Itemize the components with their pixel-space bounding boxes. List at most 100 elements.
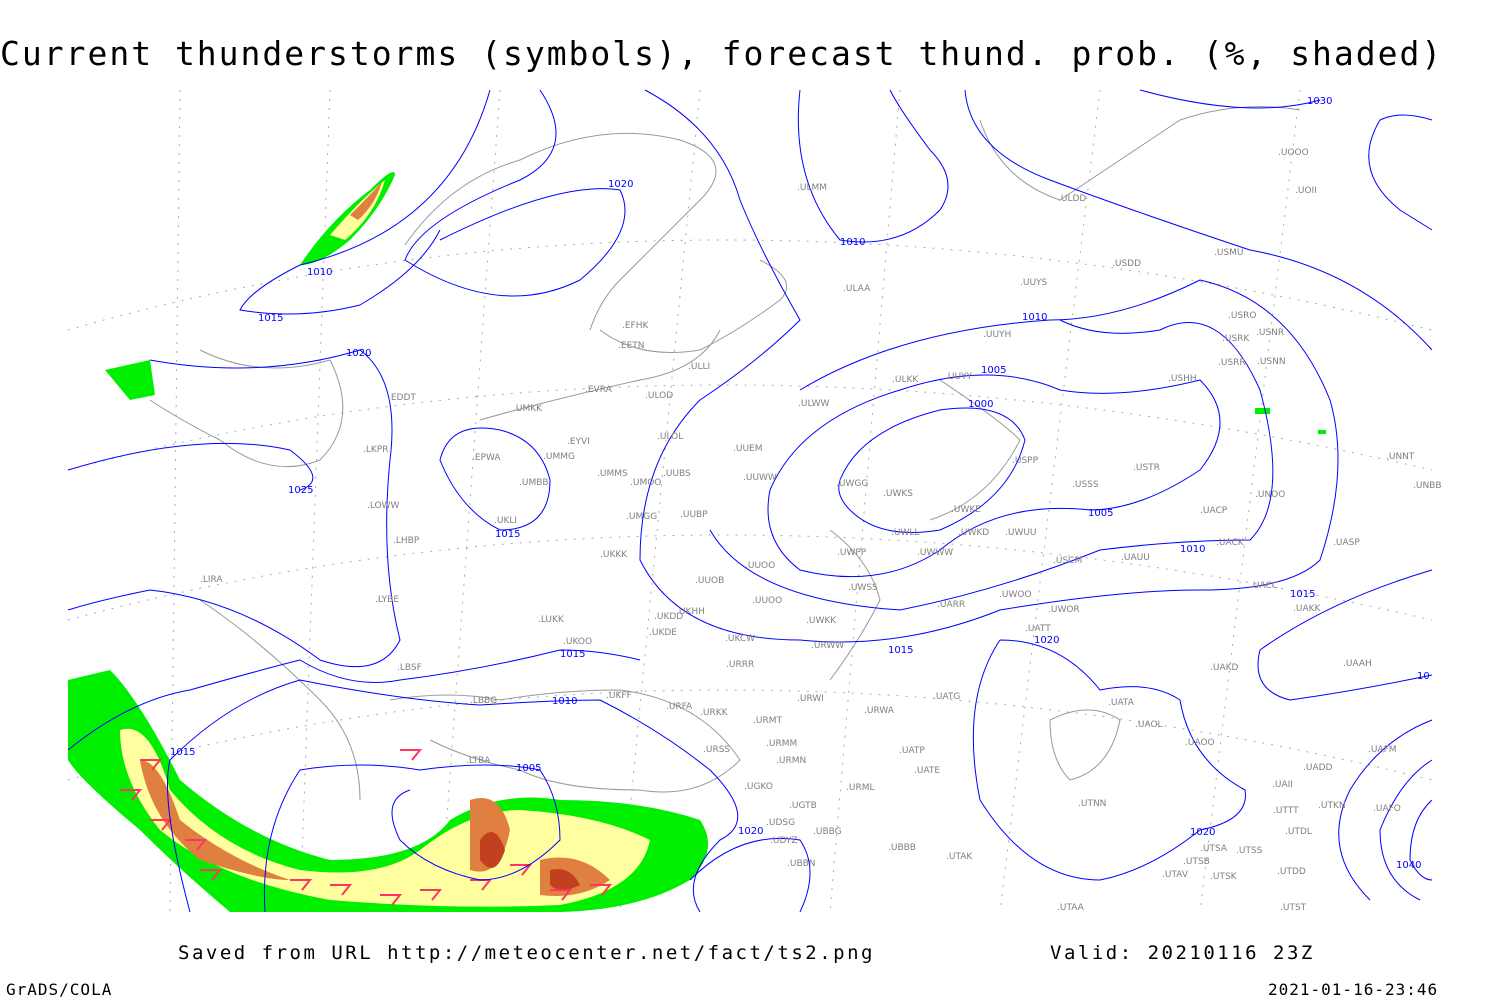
station-label: .URMT (753, 716, 782, 726)
isobar-label: 1005 (516, 763, 541, 774)
station-label: .UKHH (676, 607, 705, 617)
station-label: .UTDL (1285, 827, 1312, 837)
station-label: .UTKN (1318, 801, 1346, 811)
station-label: .UAUU (1121, 553, 1150, 563)
map-title: Current thunderstorms (symbols), forecas… (0, 34, 1444, 73)
station-label: .ULMM (797, 183, 827, 193)
station-label: .UTSB (1183, 857, 1210, 867)
station-label: .ULOD (645, 391, 673, 401)
station-label: .UTAV (1162, 870, 1189, 880)
station-label: .LHBP (393, 536, 420, 546)
station-label: .UGKO (744, 782, 773, 792)
isobar-label: 1015 (258, 313, 283, 324)
isobar-label: 1020 (608, 179, 633, 190)
station-label: .EPWA (472, 453, 501, 463)
isobar-label: 1010 (1022, 312, 1047, 323)
station-label: .USSS (1072, 480, 1099, 490)
station-label: .UMMG (543, 452, 575, 462)
station-label: .UWPP (837, 548, 867, 558)
station-label: .UBBG (813, 827, 842, 837)
valid-time-text: Valid: 20210116 23Z (1050, 942, 1315, 964)
station-label: .LBSF (397, 663, 422, 673)
station-label: .LOWW (367, 501, 400, 511)
station-label: .LUKK (538, 615, 565, 625)
station-label: .UDSG (766, 818, 795, 828)
station-label: .UWUU (1005, 528, 1037, 538)
station-label: .UWLL (891, 528, 919, 538)
station-label: .UTTT (1273, 806, 1299, 816)
station-label: .USMU (1214, 248, 1244, 258)
station-label: .UOOO (1278, 148, 1309, 158)
station-label: .LYBE (375, 595, 399, 605)
station-label: .EFHK (622, 321, 649, 331)
station-label: .UARR (937, 600, 965, 610)
coastlines (149, 106, 1301, 801)
station-label: .UKLI (494, 516, 517, 526)
station-label: .UMKK (513, 404, 543, 414)
station-label: .LTBA (466, 756, 491, 766)
station-label: .UWKS (883, 489, 913, 499)
station-label: .UAOL (1135, 720, 1163, 730)
station-label: .UKKK (600, 550, 628, 560)
station-label: .UWKK (806, 616, 837, 626)
station-label: .UACP (1200, 506, 1228, 516)
isobar-label: 1030 (1307, 96, 1332, 107)
isobar-label: 1005 (981, 365, 1006, 376)
station-label: .URWA (864, 706, 895, 716)
station-label: .UACK (1216, 538, 1245, 548)
station-label: .UWKE (951, 505, 981, 515)
isobar-label: 1015 (888, 645, 913, 656)
station-labels: .EFHK .EETN .EVRA .ULOD .ULLI .UMKK .EYVI .UMMG… (200, 148, 1442, 913)
station-label: .UASP (1333, 538, 1360, 548)
station-label: .UKDE (649, 628, 677, 638)
thunderstorm-symbols (120, 749, 613, 906)
isobar-label: 1015 (1290, 589, 1315, 600)
station-label: .UNNT (1386, 452, 1415, 462)
station-label: .UWGG (836, 479, 868, 489)
station-label: .UNOO (1255, 490, 1285, 500)
station-label: .UUOO (745, 561, 775, 571)
station-label: .UATA (1108, 698, 1135, 708)
station-label: .EETN (618, 341, 644, 351)
station-label: .ULLI (688, 362, 710, 372)
isobar-label: 1010 (840, 237, 865, 248)
station-label: .UAII (1272, 780, 1293, 790)
station-label: .UATE (914, 766, 940, 776)
station-label: .USCM (1053, 556, 1082, 566)
station-label: .UTSA (1200, 844, 1228, 854)
station-label: .UUBS (663, 469, 691, 479)
station-label: .UTSK (1210, 872, 1238, 882)
station-label: .LBBG (470, 696, 497, 706)
station-label: .UBBN (787, 859, 816, 869)
station-label: .UWOR (1048, 605, 1080, 615)
isobar-label: 1015 (170, 747, 195, 758)
station-label: .USPP (1012, 456, 1039, 466)
station-label: .UTSS (1236, 846, 1263, 856)
station-label: .URML (846, 783, 874, 793)
station-label: .UADD (1303, 763, 1333, 773)
station-label: .UBBB (888, 843, 916, 853)
station-label: .UWWW (917, 548, 953, 558)
station-label: .UMOO (630, 478, 661, 488)
station-label: .UWKD (958, 528, 989, 538)
isobar-label: 1005 (1088, 508, 1113, 519)
station-label: .UWOO (999, 590, 1032, 600)
station-label: .EYVI (567, 437, 590, 447)
isobar-label: 1010 (552, 696, 577, 707)
station-label: .USDD (1112, 259, 1141, 269)
isobar-label: 1010 (307, 267, 332, 278)
station-label: .URRR (726, 660, 754, 670)
isobar-label: 1015 (495, 529, 520, 540)
station-label: .URWW (811, 641, 844, 651)
station-label: .UUYY (945, 372, 973, 382)
station-label: .UUEM (733, 444, 763, 454)
station-label: .UKCW (725, 634, 755, 644)
station-label: .EVRA (585, 385, 613, 395)
station-label: .UUOB (695, 576, 724, 586)
render-timestamp: 2021-01-16-23:46 (1268, 980, 1439, 999)
isobar-label: 1020 (346, 348, 371, 359)
software-credit: GrADS/COLA (6, 980, 113, 999)
station-label: .UUOO (752, 596, 782, 606)
station-label: .UAOO (1185, 738, 1215, 748)
